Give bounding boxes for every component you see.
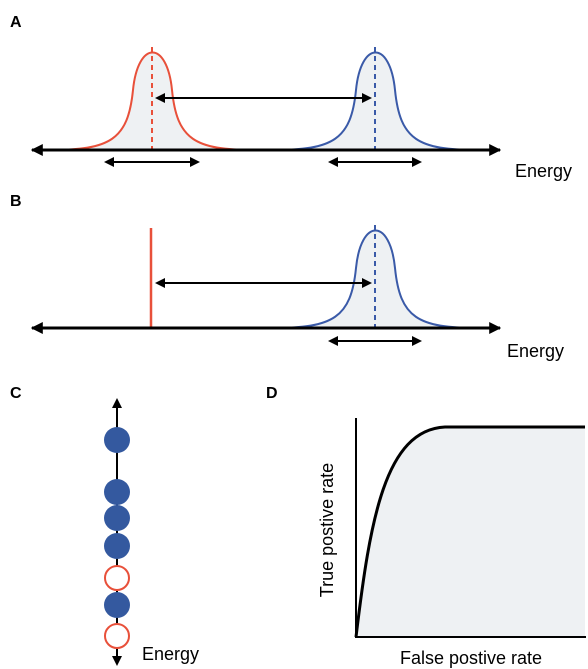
- panel-label: D: [266, 385, 278, 402]
- panel-c: C Energy: [10, 385, 199, 666]
- red-point: [104, 623, 130, 649]
- blue-point: [104, 427, 130, 453]
- axis-label: Energy: [507, 341, 564, 361]
- axis-label: Energy: [515, 161, 572, 181]
- curve-fill: [356, 427, 585, 637]
- red-distribution: [49, 51, 256, 151]
- red-point: [104, 565, 130, 591]
- blue-point: [104, 479, 130, 505]
- blue-distribution: [272, 51, 479, 151]
- blue-distribution: [272, 229, 479, 329]
- panel-label: C: [10, 385, 22, 402]
- y-axis-label: True postive rate: [317, 463, 337, 597]
- blue-point: [104, 592, 130, 618]
- blue-point: [104, 505, 130, 531]
- roc-curve: [354, 425, 585, 638]
- panel-label: B: [10, 193, 22, 210]
- x-axis-label: False postive rate: [400, 648, 542, 668]
- panel-a: A Energy: [10, 14, 572, 181]
- panel-b: B Energy: [10, 193, 564, 361]
- axis-label: Energy: [142, 644, 199, 664]
- panel-label: A: [10, 14, 22, 31]
- blue-point: [104, 533, 130, 559]
- panel-d: D True postive rate False postive rate: [266, 385, 586, 668]
